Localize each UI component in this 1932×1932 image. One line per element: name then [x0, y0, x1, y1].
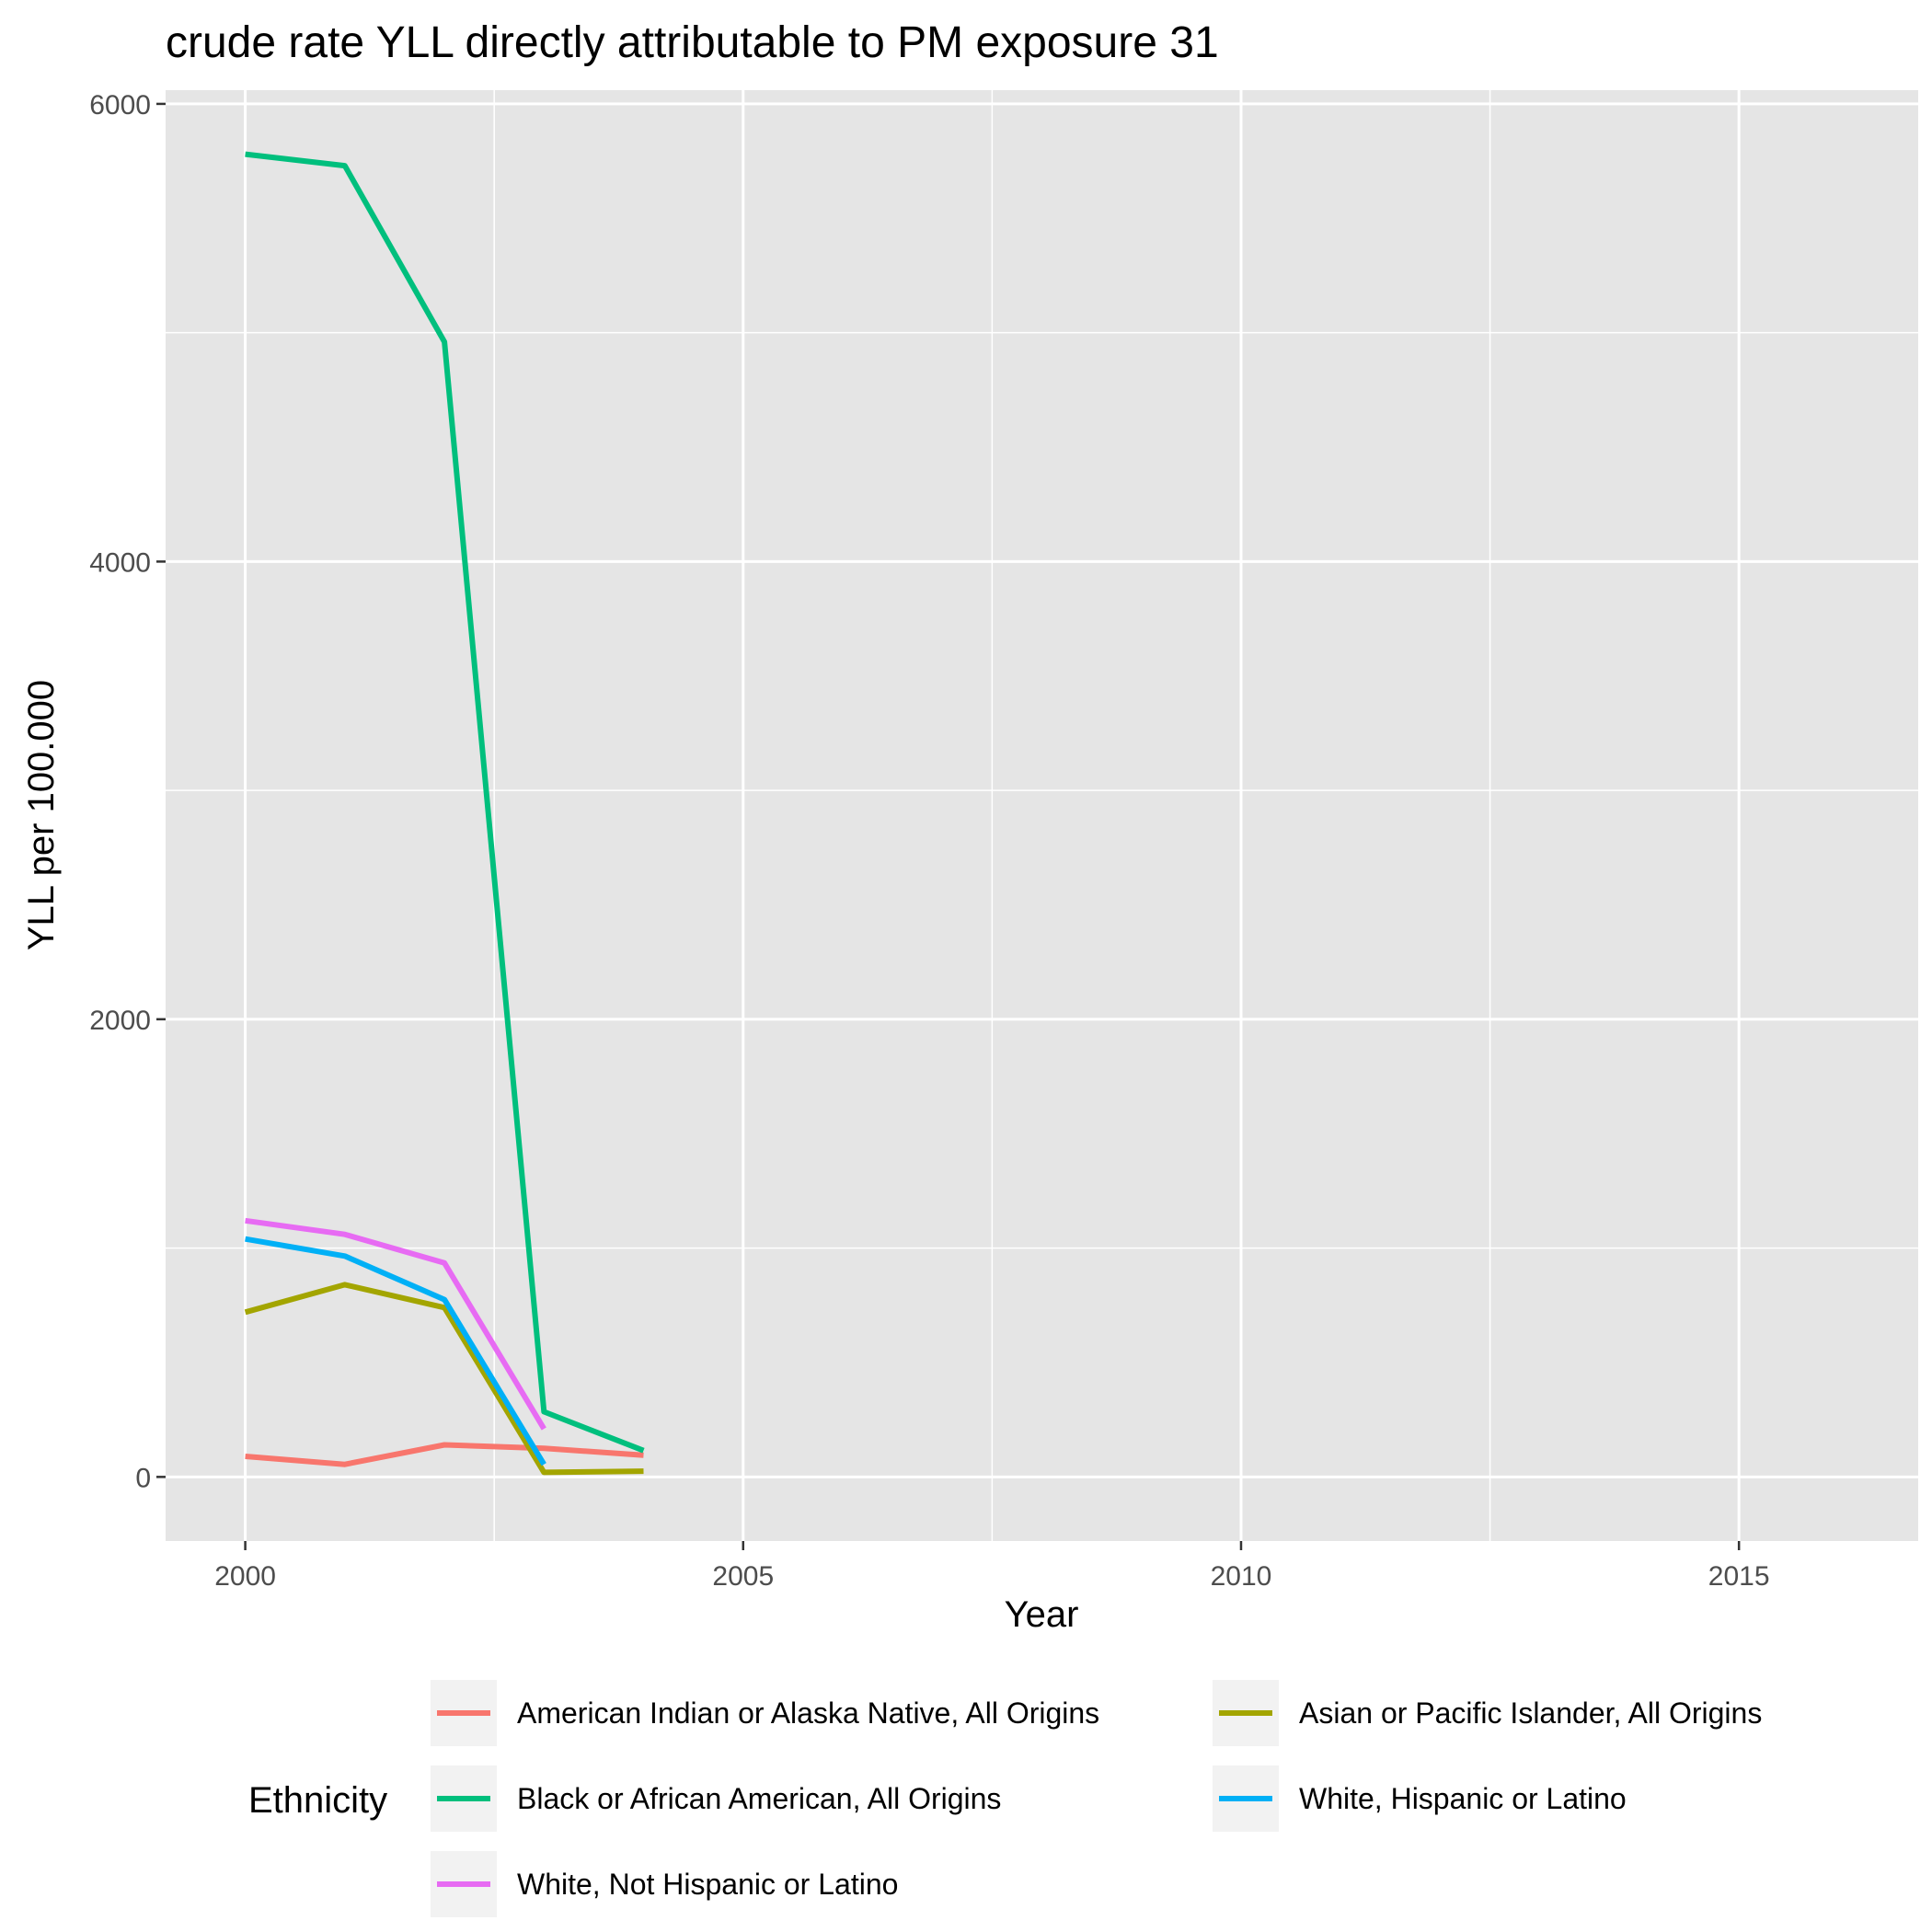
series-line-white-hispanic-or-latino — [245, 1236, 546, 1466]
y-axis-ticks: 0 2000 4000 6000 — [89, 90, 166, 1493]
legend: American Indian or Alaska Native, All Or… — [431, 1680, 1762, 1917]
y-tick-label: 4000 — [89, 547, 151, 578]
x-axis-ticks: 2000 2005 2010 2015 — [214, 1541, 1770, 1592]
x-tick-label: 2000 — [214, 1561, 276, 1592]
chart-title: crude rate YLL directly attributable to … — [166, 18, 1219, 67]
x-tick-label: 2015 — [1708, 1561, 1770, 1592]
y-axis-title: YLL per 100.000 — [21, 680, 62, 950]
y-tick-label: 6000 — [89, 90, 151, 121]
legend-title: Ethnicity — [248, 1780, 387, 1821]
series-lines — [244, 151, 645, 1476]
series-line-american-indian-or-alaska-native-all-origins — [245, 1442, 644, 1467]
minor-gridlines — [166, 90, 1918, 1541]
legend-label: White, Hispanic or Latino — [1299, 1782, 1627, 1815]
y-tick-label: 2000 — [89, 1006, 151, 1036]
plot-panel — [166, 90, 1918, 1541]
legend-label: Asian or Pacific Islander, All Origins — [1299, 1696, 1762, 1730]
legend-label: American Indian or Alaska Native, All Or… — [517, 1696, 1099, 1730]
x-tick-label: 2005 — [712, 1561, 774, 1592]
y-tick-label: 0 — [135, 1463, 151, 1493]
legend-label: White, Not Hispanic or Latino — [517, 1868, 898, 1901]
series-line-black-or-african-american-all-origins — [245, 151, 645, 1454]
x-axis-title: Year — [1005, 1594, 1079, 1635]
major-gridlines — [166, 90, 1918, 1541]
legend-label: Black or African American, All Origins — [517, 1782, 1001, 1815]
series-line-white-not-hispanic-or-latino — [245, 1217, 546, 1431]
x-tick-label: 2010 — [1211, 1561, 1272, 1592]
series-line-asian-or-pacific-islander-all-origins — [244, 1282, 644, 1476]
